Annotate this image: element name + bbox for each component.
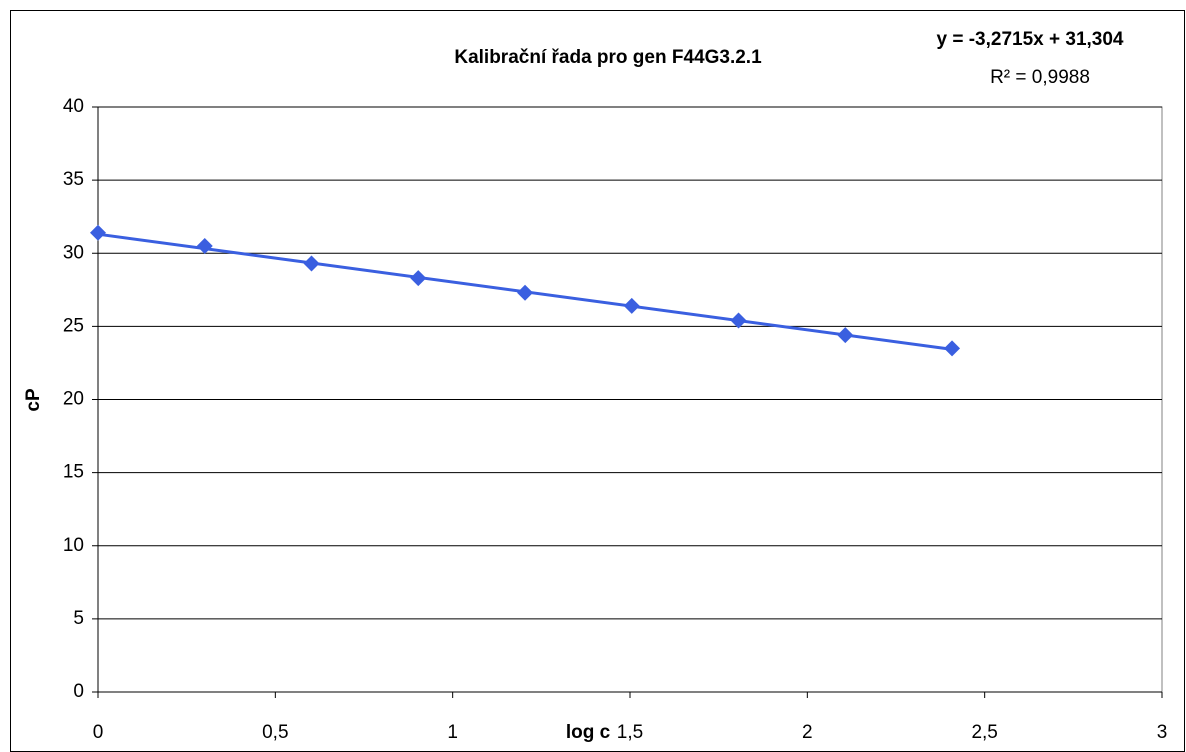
y-tick-label: 5 <box>73 608 84 629</box>
chart-title: Kalibrační řada pro gen F44G3.2.1 <box>454 47 762 68</box>
y-tick-label: 35 <box>63 169 84 190</box>
data-point <box>837 327 854 344</box>
data-point <box>303 255 320 272</box>
y-tick-label: 15 <box>63 462 84 483</box>
x-tick-label: 1,5 <box>617 722 643 743</box>
x-tick-label: 1 <box>447 722 458 743</box>
y-tick-label: 10 <box>63 535 84 556</box>
data-point <box>410 270 427 287</box>
data-point <box>623 297 640 314</box>
data-point <box>944 340 961 357</box>
y-tick-label: 0 <box>73 681 84 702</box>
y-tick-label: 40 <box>63 96 84 117</box>
x-axis-label: log c <box>566 722 611 743</box>
data-point <box>730 312 747 329</box>
trend-equation: y = -3,2715x + 31,304 <box>937 29 1124 50</box>
data-point <box>196 237 213 254</box>
y-tick-label: 30 <box>63 242 84 263</box>
x-tick-label: 2,5 <box>971 722 997 743</box>
data-point <box>517 284 534 301</box>
x-tick-label: 3 <box>1157 722 1168 743</box>
x-tick-label: 2 <box>802 722 813 743</box>
x-tick-label: 0 <box>93 722 104 743</box>
trend-r2: R² = 0,9988 <box>990 67 1090 88</box>
data-point <box>90 224 106 241</box>
y-axis-label: cP <box>23 388 44 412</box>
y-tick-label: 20 <box>63 389 84 410</box>
x-tick-label: 0,5 <box>262 722 288 743</box>
y-tick-label: 25 <box>63 315 84 336</box>
